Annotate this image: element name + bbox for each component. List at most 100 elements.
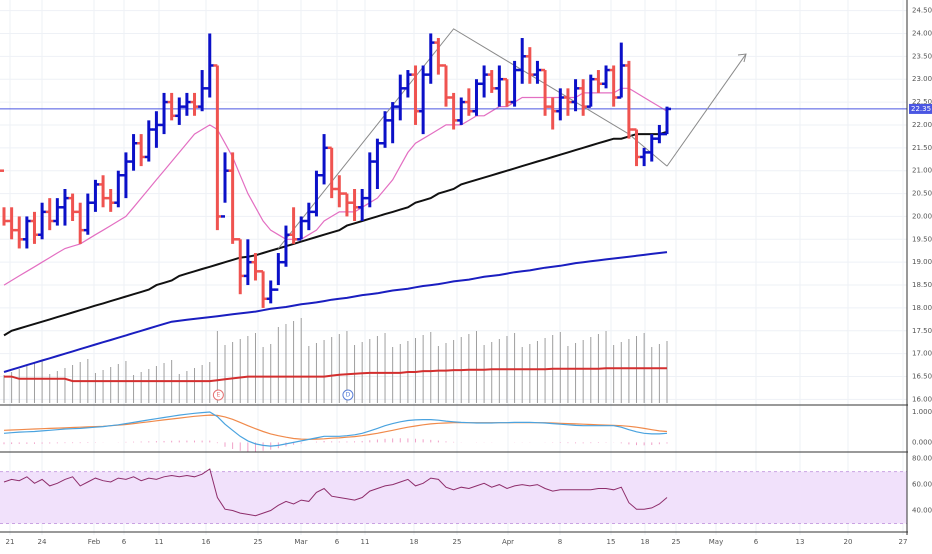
ohlc-bar (609, 65, 618, 107)
macd-line (3, 411, 668, 447)
event-marker-label: D (346, 392, 351, 399)
ohlc-bar (198, 70, 207, 112)
event-marker-circle (212, 389, 224, 401)
time-tick-label: Mar (294, 538, 307, 546)
rsi-band (0, 471, 907, 524)
ohlc-bar (297, 216, 306, 241)
time-tick-label: 25 (254, 538, 263, 546)
time-tick-label: 21 (6, 538, 15, 546)
time-tick-label: 15 (607, 538, 616, 546)
ohlc-bar (7, 207, 16, 240)
ohlc-bar (358, 188, 367, 222)
time-axis[interactable]: 21 24 Feb 6 11 16 25 Mar 6 11 18 25 Apr 8 15 18 25 May 6 13… (6, 538, 908, 546)
ohlc-bar (228, 152, 237, 244)
ohlc-bar (586, 74, 595, 108)
ohlc-bar (426, 33, 435, 84)
ohlc-bar (342, 192, 351, 217)
price-tick-label: 19.00 (912, 258, 932, 266)
price-tick-label: 23.00 (912, 75, 932, 83)
ohlc-bar (525, 47, 534, 84)
ohlc-bar (76, 202, 85, 244)
ohlc-bar (68, 193, 77, 222)
volume-bars (3, 318, 668, 403)
ohlc-bar (442, 64, 450, 107)
ohlc-bar (259, 270, 268, 308)
time-tick-label: 8 (558, 538, 562, 546)
ohlc-bar (396, 74, 405, 121)
time-tick-label: 11 (155, 538, 164, 546)
ohlc-bar (548, 97, 557, 130)
ohlc-bars (0, 33, 671, 308)
event-marker-circle (342, 389, 354, 401)
ohlc-bar (251, 253, 260, 281)
ohlc-bar (236, 238, 245, 295)
macd-pane (3, 411, 668, 452)
ohlc-bar (114, 170, 123, 208)
price-tick-label: 24.00 (912, 29, 932, 37)
ohlc-bar (213, 64, 222, 231)
trend-line (277, 28, 668, 249)
ohlc-bar (289, 207, 298, 244)
volume-ma-line (4, 367, 667, 383)
ohlc-bar (205, 33, 214, 98)
ohlc-bar (106, 188, 115, 212)
price-tick-label: 18.00 (912, 304, 932, 312)
ohlc-bar (129, 134, 138, 171)
ohlc-bar (22, 216, 31, 249)
rsi-lines (0, 468, 907, 525)
moving-averages (0, 87, 907, 383)
ohlc-bar (472, 79, 481, 116)
time-tick-label: 25 (672, 538, 681, 546)
ohlc-bar (403, 70, 412, 98)
ohlc-bar (457, 97, 466, 125)
ohlc-bar (663, 106, 671, 136)
ohlc-bar (602, 65, 611, 89)
ohlc-bar (365, 152, 374, 208)
current-price-label: 22.35 (911, 105, 931, 113)
ohlc-bar (175, 97, 184, 125)
ohlc-bar (510, 60, 519, 107)
ohlc-bar (167, 92, 176, 121)
event-marker-label: E (216, 392, 220, 399)
ohlc-bar (266, 280, 275, 304)
ohlc-bar (617, 42, 626, 99)
time-tick-label: 6 (754, 538, 759, 546)
grid-lines (0, 0, 907, 535)
time-tick-label: 6 (122, 538, 127, 546)
ohlc-bar (60, 188, 69, 226)
time-tick-label: Feb (88, 538, 101, 546)
price-tick-label: 19.50 (912, 235, 932, 243)
time-tick-label: 11 (361, 538, 370, 546)
ohlc-bar (327, 146, 336, 199)
price-axis[interactable]: 24.50 24.00 23.50 23.00 22.50 22.00 21.50 21.00… (908, 0, 932, 535)
ohlc-bar (320, 134, 329, 185)
price-tick-label: 18.50 (912, 281, 932, 289)
event-marker: D (342, 389, 354, 401)
ohlc-bar (15, 216, 24, 249)
ohlc-bar (373, 138, 382, 189)
time-tick-label: 20 (844, 538, 853, 546)
rsi-pane (0, 471, 907, 524)
ohlc-bar (502, 77, 511, 107)
price-axis-bg (908, 0, 932, 535)
ohlc-bar (221, 152, 229, 218)
ohlc-bar (381, 111, 390, 148)
ohlc-bar (91, 179, 100, 212)
trend-lines (277, 28, 747, 249)
ohlc-bar (624, 60, 633, 139)
ohlc-bar (487, 70, 496, 93)
ohlc-bar (571, 79, 580, 112)
time-tick-label: 13 (796, 538, 805, 546)
ohlc-bar (53, 198, 62, 226)
ohlc-bar (579, 79, 588, 116)
ohlc-bar (182, 92, 191, 116)
price-tick-label: 23.50 (912, 52, 932, 60)
ohlc-bar (411, 65, 420, 125)
ohlc-bar (594, 70, 603, 93)
price-tick-label: 24.50 (912, 7, 932, 15)
ohlc-bar (464, 88, 473, 116)
ohlc-bar (533, 60, 542, 84)
